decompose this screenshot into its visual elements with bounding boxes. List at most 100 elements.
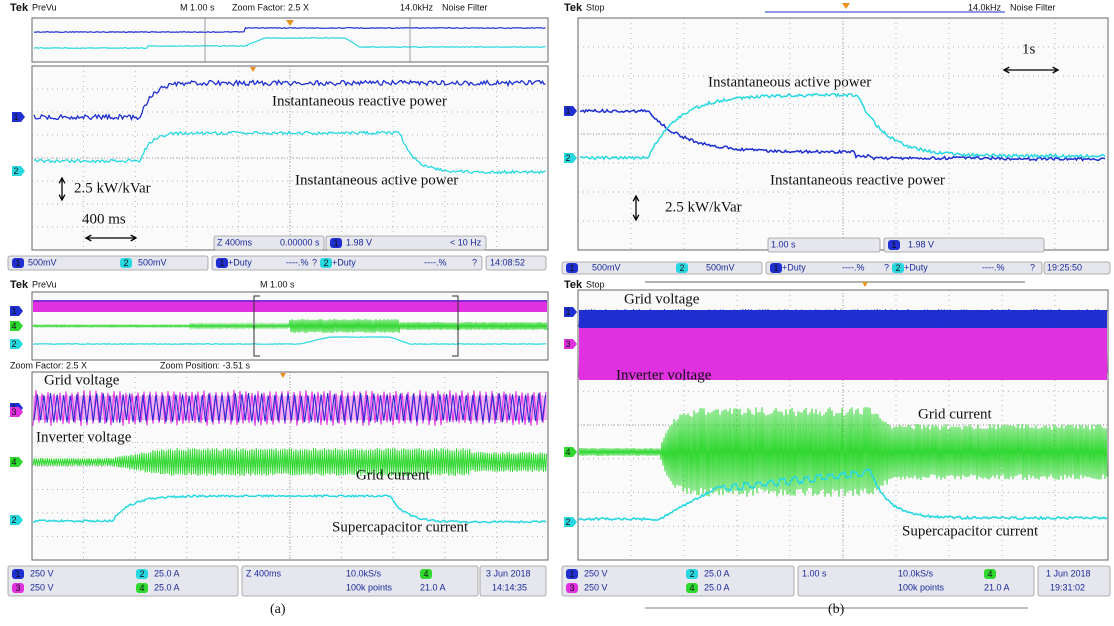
label: Grid current	[356, 467, 431, 483]
label: Supercapacitor current	[902, 523, 1039, 539]
label: +Duty	[904, 262, 928, 272]
label: Tek	[10, 2, 29, 14]
label: 25.0 A	[154, 582, 180, 592]
label: 250 V	[584, 582, 608, 592]
label: 14.0kHz	[400, 2, 434, 12]
label: (a)	[270, 602, 286, 617]
label: 400 ms	[82, 211, 126, 227]
label: 1	[565, 106, 570, 116]
label: 100k points	[346, 582, 393, 592]
label: 4	[11, 457, 16, 467]
label: 21.0 A	[984, 582, 1010, 592]
label: Stop	[586, 2, 605, 12]
overview-band	[33, 300, 547, 312]
label: 1	[569, 263, 574, 273]
label: 4	[565, 447, 570, 457]
label: 4	[139, 583, 144, 593]
label: Zoom Position: -3.51 s	[160, 360, 251, 370]
label: (b)	[828, 602, 845, 617]
label: +Duty	[332, 257, 356, 267]
label: Stop	[586, 279, 605, 289]
label: 2.5 kW/kVar	[665, 199, 742, 215]
label: 10.0kS/s	[898, 568, 934, 578]
label: PreVu	[32, 279, 57, 289]
label: Tek	[564, 2, 583, 14]
label: 1	[15, 569, 20, 579]
label: ----.%	[424, 257, 447, 267]
label: ----.%	[286, 257, 309, 267]
label: +Duty	[782, 262, 806, 272]
label: ?	[884, 262, 889, 272]
label: 2	[139, 569, 144, 579]
label: 25.0 A	[704, 568, 730, 578]
label: 1	[11, 306, 16, 316]
label: Z 400ms	[246, 568, 282, 578]
label: Inverter voltage	[616, 367, 712, 383]
label: 250 V	[584, 568, 608, 578]
label: Noise Filter	[1010, 2, 1056, 12]
label: 2	[565, 517, 570, 527]
label: 100k points	[898, 582, 945, 592]
label: 3	[565, 339, 570, 349]
label: Zoom Factor: 2.5 X	[232, 2, 309, 12]
label: 500mV	[592, 262, 621, 272]
label: 21.0 A	[420, 582, 446, 592]
label: 1 Jun 2018	[1046, 568, 1091, 578]
label: 2	[123, 258, 128, 268]
label: ?	[1030, 262, 1035, 272]
label: 2	[11, 515, 16, 525]
label: 500mV	[28, 257, 57, 267]
label: 4	[987, 569, 992, 579]
label: 1	[15, 258, 20, 268]
label: M 1.00 s	[180, 2, 215, 12]
label: Tek	[10, 279, 29, 291]
label: 2	[323, 258, 328, 268]
label: 19:25:50	[1047, 262, 1082, 272]
label: 1.98 V	[908, 239, 934, 249]
label: Instantaneous active power	[295, 172, 458, 188]
label: Supercapacitor current	[332, 519, 469, 535]
label: 1s	[1022, 41, 1036, 57]
label: 14.0kHz	[968, 2, 1002, 12]
label: Inverter voltage	[36, 429, 132, 445]
label: 1.00 s	[771, 239, 796, 249]
label: PreVu	[32, 2, 57, 12]
label: 2	[11, 339, 16, 349]
trigger	[862, 282, 868, 287]
label: Z 400ms	[217, 237, 253, 247]
label: 1	[569, 569, 574, 579]
label: ?	[312, 257, 317, 267]
label: +Duty	[228, 257, 252, 267]
label: M 1.00 s	[260, 279, 295, 289]
label: Instantaneous active power	[708, 74, 871, 90]
label: 3 Jun 2018	[486, 568, 531, 578]
label: 500mV	[138, 257, 167, 267]
label: 2	[895, 263, 900, 273]
label: 0.00000 s	[280, 237, 320, 247]
label: 2	[689, 569, 694, 579]
label: 2	[679, 263, 684, 273]
label: 25.0 A	[704, 582, 730, 592]
label: 2	[565, 153, 570, 163]
label: 3	[11, 407, 16, 417]
label: ?	[472, 257, 477, 267]
label: 1	[891, 240, 896, 250]
label: 19:31:02	[1050, 582, 1085, 592]
label: 1	[333, 238, 338, 248]
label: 1.00 s	[802, 568, 827, 578]
label: 1	[219, 258, 224, 268]
figure: TekPreVuM 1.00 sZoom Factor: 2.5 X14.0kH…	[0, 0, 1114, 626]
label: Grid current	[918, 406, 993, 422]
label: 4	[11, 321, 16, 331]
label: 500mV	[706, 262, 735, 272]
label: 1	[773, 263, 778, 273]
label: 3	[15, 583, 20, 593]
label: 4	[423, 569, 428, 579]
label: 2	[13, 166, 18, 176]
label: 10.0kS/s	[346, 568, 382, 578]
label: 2.5 kW/kVar	[74, 180, 151, 196]
label: Grid voltage	[624, 291, 700, 307]
label: Grid voltage	[44, 372, 120, 388]
label: 25.0 A	[154, 568, 180, 578]
label: 4	[689, 583, 694, 593]
